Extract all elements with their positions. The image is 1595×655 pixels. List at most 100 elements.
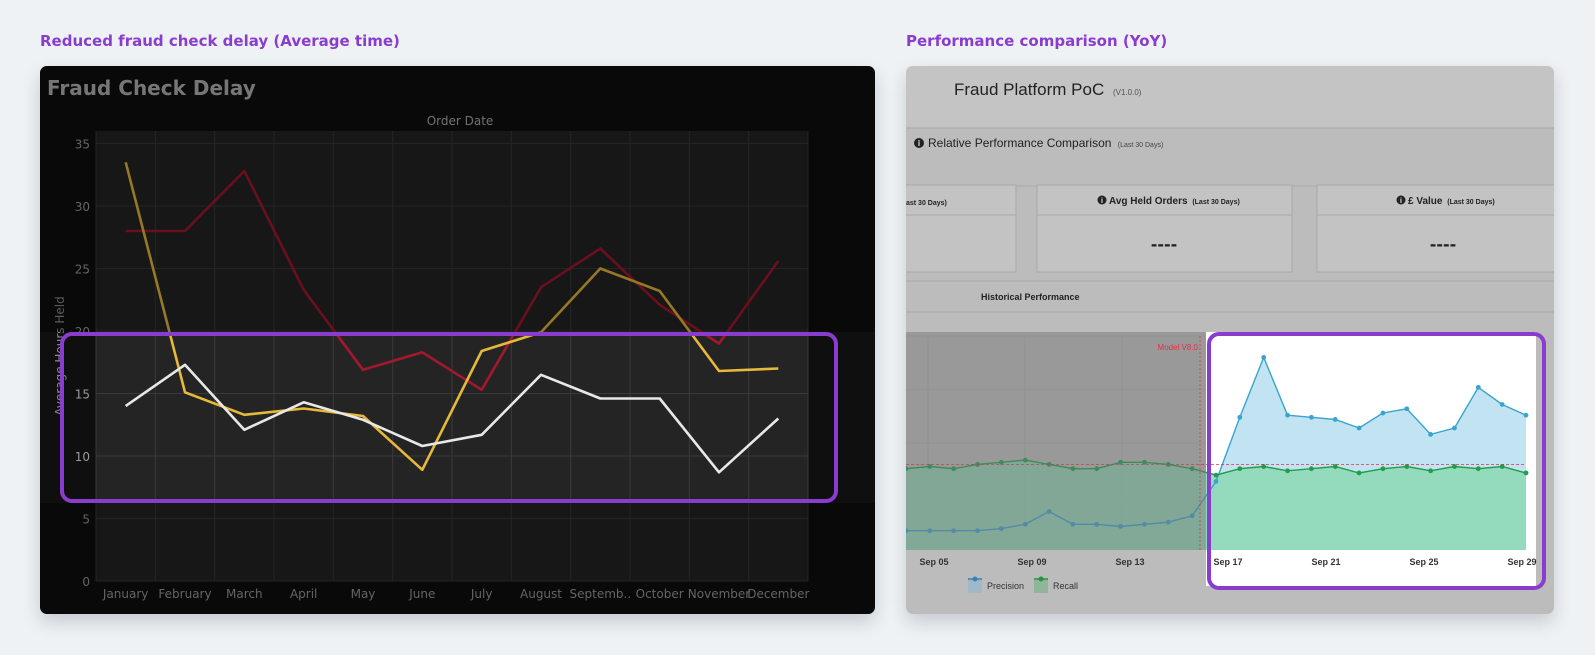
x-tick-label: Sep 29 (1507, 557, 1536, 567)
y-tick-label: 30 (75, 200, 90, 214)
chart-title: Fraud Check Delay (47, 76, 256, 100)
precision-point (1261, 355, 1267, 360)
section-title: Relative Performance Comparison (Last 30… (928, 136, 1163, 150)
precision-point (1094, 521, 1100, 527)
x-tick-label: Sep 25 (1409, 557, 1438, 567)
x-tick-label: February (158, 587, 211, 601)
svg-text:Avg Held Orders (Last: Avg Held Orders (Last 30 Days) (1109, 196, 1240, 207)
y-tick-label: 10 (75, 450, 90, 464)
x-tick-label: Sep 13 (1115, 557, 1144, 567)
fraud-platform-panel: Fraud Platform PoC (V1.0.0) i Relative P… (906, 66, 1554, 614)
stat-card-value: i £ Value (Last 30 Days) ---- (1316, 184, 1554, 273)
precision-point (1332, 417, 1338, 422)
chart-legend: Precision Recall (968, 576, 1078, 593)
x-tick-label: August (520, 587, 562, 601)
x-tick-label: October (636, 587, 684, 601)
fraud-check-delay-chart: Fraud Check Delay Order Date Average Hou… (40, 66, 875, 614)
recall-point (1237, 466, 1243, 472)
info-icon[interactable] (1097, 195, 1107, 205)
info-icon[interactable] (1396, 195, 1406, 205)
x-tick-label: December (747, 587, 809, 601)
top-axis-label: Order Date (427, 114, 494, 128)
recall-point (1046, 462, 1052, 467)
precision-point (1213, 479, 1219, 484)
svg-text:i: i (1400, 197, 1402, 205)
recall-point (1428, 468, 1434, 474)
recall-point (1189, 466, 1195, 472)
dim-overlay-chart (906, 332, 1206, 550)
precision-point (1308, 414, 1314, 420)
recall-point (1070, 466, 1076, 472)
left-caption: Reduced fraud check delay (Average time) (40, 32, 400, 50)
recall-point (1332, 464, 1338, 469)
precision-point (975, 528, 980, 534)
recall-point (1142, 459, 1147, 465)
precision-point (1452, 425, 1457, 431)
recall-point (927, 464, 933, 469)
series-line-2 (124, 161, 779, 472)
precision-swatch (968, 579, 982, 593)
dim-overlay-top (40, 66, 875, 332)
x-tick-label: April (290, 587, 317, 601)
precision-point (1142, 521, 1147, 527)
recall-point (1523, 470, 1529, 476)
recall-point (1475, 466, 1481, 472)
recall-point (1285, 468, 1290, 474)
precision-point (1499, 402, 1505, 407)
precision-point (1428, 432, 1434, 437)
stat-card-1: ast 30 Days) (906, 184, 1017, 273)
model-marker-label: Model V8.0 (1158, 343, 1199, 352)
series-line-3 (124, 363, 780, 474)
y-tick-label: 15 (75, 388, 90, 402)
recall-point (1261, 464, 1267, 469)
historical-performance-title: Historical Performance (981, 292, 1080, 302)
recall-point (1356, 470, 1362, 476)
svg-text:----: ---- (1151, 235, 1178, 254)
recall-point (1452, 464, 1457, 469)
x-tick-label: May (351, 587, 376, 601)
svg-text:i: i (1101, 197, 1103, 205)
recall-point (1380, 466, 1386, 472)
recall-point (1213, 472, 1219, 478)
precision-point (1475, 384, 1481, 390)
right-highlight-frame (1207, 332, 1546, 590)
precision-point (1165, 519, 1171, 525)
x-tick-label: Sep 21 (1311, 557, 1340, 567)
right-caption: Performance comparison (YoY) (906, 32, 1168, 50)
precision-point (1022, 521, 1028, 527)
stat-card-avg-held-orders: i Avg Held Orders (Last 30 Days) ---- (1036, 184, 1293, 273)
legend-recall[interactable]: Recall (1053, 581, 1078, 591)
x-tick-label: Sep 05 (919, 557, 948, 567)
x-tick-label: June (408, 587, 435, 601)
recall-point (1499, 464, 1505, 469)
precision-point (998, 526, 1004, 531)
series-line-1 (125, 169, 780, 392)
svg-text:----: ---- (1430, 235, 1457, 254)
legend-precision[interactable]: Precision (987, 581, 1024, 591)
recall-point (951, 466, 957, 472)
dim-overlay-bottom (40, 503, 875, 614)
y-tick-label: 35 (75, 138, 90, 152)
recall-point (906, 466, 909, 472)
precision-point (927, 528, 933, 534)
precision-point (1189, 513, 1195, 519)
x-tick-label: March (226, 587, 263, 601)
x-tick-label: Septemb.. (570, 587, 632, 601)
precision-point (1285, 412, 1290, 418)
x-tick-label: Sep 09 (1017, 557, 1046, 567)
svg-text:£ Value (Last 30 Days): £ Value (Last 30 Days) (1408, 196, 1495, 207)
x-tick-label: July (470, 587, 493, 601)
left-highlight-frame (60, 332, 838, 503)
platform-title: Fraud Platform PoC (V1.0.0) (954, 80, 1142, 99)
precision-point (906, 528, 909, 534)
recall-point (1118, 459, 1124, 465)
precision-point (1118, 524, 1124, 529)
fraud-check-delay-panel: Fraud Check Delay Order Date Average Hou… (40, 66, 875, 614)
svg-text:i: i (918, 139, 921, 148)
precision-point (1380, 410, 1386, 416)
x-tick-label: January (102, 587, 149, 601)
precision-point (1046, 509, 1052, 514)
fraud-platform-dashboard: Fraud Platform PoC (V1.0.0) i Relative P… (906, 66, 1554, 593)
info-icon[interactable] (914, 138, 924, 148)
precision-point (1356, 425, 1362, 431)
